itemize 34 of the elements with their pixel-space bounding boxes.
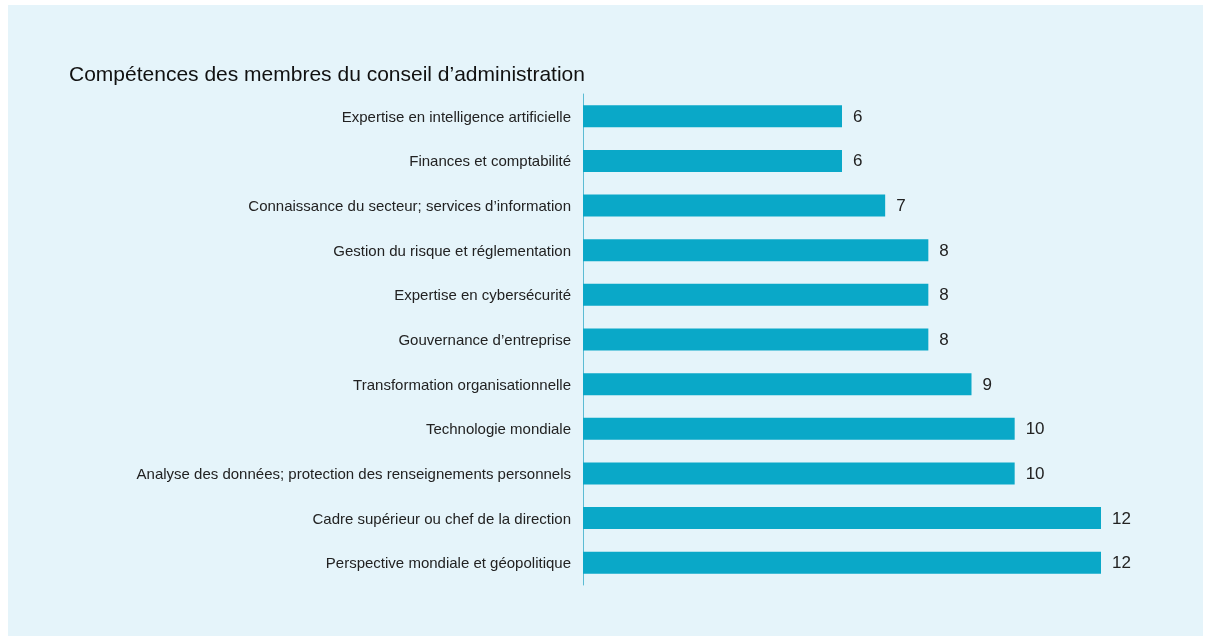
y-tick-label: Expertise en intelligence artificielle [341,107,571,125]
y-tick-label: Finances et comptabilité [409,152,571,170]
y-tick-label: Technologie mondiale [425,420,571,438]
data-label: 12 [1112,508,1131,528]
bar [583,239,929,262]
bar [583,551,1101,574]
y-tick-label: Gouvernance d’entreprise [398,331,571,348]
y-tick-label: Analyse des données; protection des renseignements personnels [136,464,571,482]
data-label: 8 [939,330,949,349]
y-tick-label: Connaissance du secteur; services d’information [248,197,571,215]
data-label: 6 [853,106,863,126]
y-tick-label: Gestion du risque et réglementation [333,241,571,259]
data-label: 7 [896,196,906,216]
data-label: 12 [1112,553,1131,573]
y-tick-label: Perspective mondiale et géopolitique [325,554,571,572]
bar [583,507,1101,530]
data-label: 6 [853,151,863,171]
bar [583,194,886,217]
bar [583,328,929,351]
bar [583,283,929,306]
data-label: 10 [1025,419,1045,439]
data-label: 8 [939,285,949,305]
bar [583,417,1015,440]
bar [583,105,842,128]
data-label: 9 [982,374,992,394]
bar [583,149,842,172]
bar [583,373,972,396]
y-tick-label: Cadre supérieur ou chef de la direction [312,509,571,527]
y-tick-label: Transformation organisationnelle [353,375,571,393]
text: Compétences des membres du conseil d’administration [69,62,585,85]
data-label: 8 [939,240,949,260]
data-label: 10 [1025,463,1045,483]
bar [583,462,1015,485]
y-tick-label: Expertise en cybersécurité [394,286,571,304]
